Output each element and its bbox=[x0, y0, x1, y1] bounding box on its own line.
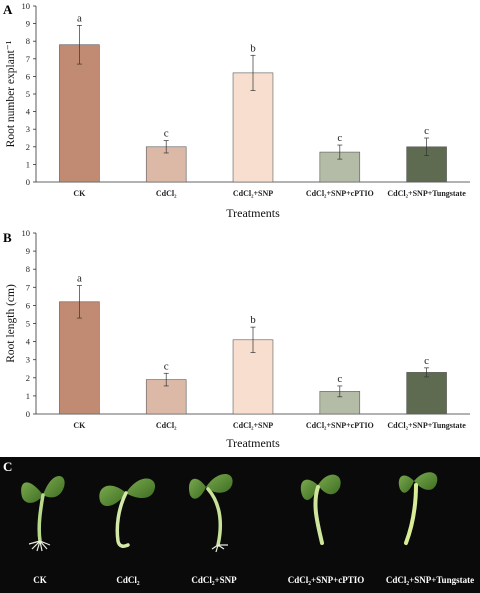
bar-0 bbox=[59, 44, 100, 183]
chart-root-number: A 0 1 2 3 4 5 6 7 8 9 10 a CK c CdCl₂ b CdCl₂+SNP c CdCl₂+… bbox=[3, 1, 470, 220]
photo-label-cdcl2-snp-tungstate: CdCl₂+SNP+Tungstate bbox=[386, 575, 474, 585]
y-tick-label: 10 bbox=[22, 228, 31, 238]
seedling-cdcl2-snp-cptio-image bbox=[300, 474, 341, 545]
y-tick-label: 5 bbox=[26, 319, 30, 329]
significance-label-1: c bbox=[164, 360, 169, 372]
y-tick-label: 1 bbox=[26, 159, 30, 169]
y-axis-title: Root length (cm) bbox=[5, 284, 17, 363]
y-tick-label: 5 bbox=[26, 89, 30, 99]
category-label-4: CdCl₂+SNP+Tungstate bbox=[387, 421, 466, 430]
x-axis-title: Treatments bbox=[226, 206, 280, 220]
y-tick-label: 3 bbox=[26, 124, 30, 134]
significance-label-0: a bbox=[77, 12, 82, 24]
significance-label-0: a bbox=[77, 272, 82, 284]
significance-label-4: c bbox=[424, 355, 429, 367]
significance-label-2: b bbox=[250, 314, 256, 326]
category-label-3: CdCl₂+SNP+cPTIO bbox=[306, 189, 374, 198]
photo-label-cdcl2-snp: CdCl₂+SNP bbox=[191, 575, 237, 585]
y-tick-label: 2 bbox=[26, 142, 30, 152]
y-tick-label: 7 bbox=[26, 54, 30, 64]
bar-1 bbox=[145, 146, 187, 183]
y-axis-title: Root number explant⁻¹ bbox=[5, 40, 17, 147]
panel-letter-c: C bbox=[3, 459, 12, 474]
y-tick-label: 1 bbox=[26, 391, 30, 401]
category-label-0: CK bbox=[73, 189, 86, 198]
significance-label-3: c bbox=[337, 132, 342, 144]
seedling-cdcl2-image bbox=[99, 478, 156, 548]
category-label-0: CK bbox=[73, 421, 86, 430]
y-tick-label: 6 bbox=[26, 71, 30, 81]
panel-letter-b: B bbox=[3, 230, 12, 245]
bar-4 bbox=[406, 372, 447, 415]
y-tick-label: 8 bbox=[26, 264, 30, 274]
category-label-1: CdCl₂ bbox=[156, 421, 177, 430]
chart-root-length: B 0 1 2 3 4 5 6 7 8 9 10 a CK c CdCl₂ b CdCl₂+SNP c CdCl₂+… bbox=[3, 228, 470, 450]
seedling-cdcl2-snp-image bbox=[188, 474, 233, 553]
y-tick-label: 4 bbox=[26, 107, 31, 117]
photo-label-cdcl2-snp-cptio: CdCl₂+SNP+cPTIO bbox=[288, 575, 364, 585]
seedling-ck-image bbox=[21, 475, 65, 552]
y-tick-label: 0 bbox=[26, 409, 30, 419]
y-tick-label: 0 bbox=[26, 177, 30, 187]
y-tick-label: 3 bbox=[26, 355, 30, 365]
seedling-photo-panel: C bbox=[0, 457, 480, 593]
significance-label-1: c bbox=[164, 128, 169, 140]
y-tick-label: 10 bbox=[22, 1, 31, 11]
y-tick-label: 2 bbox=[26, 373, 30, 383]
y-tick-label: 7 bbox=[26, 282, 30, 292]
y-tick-label: 6 bbox=[26, 300, 30, 310]
bar-0 bbox=[59, 301, 100, 415]
y-tick-label: 9 bbox=[26, 19, 30, 29]
category-label-2: CdCl₂+SNP bbox=[233, 421, 273, 430]
x-axis-title: Treatments bbox=[226, 436, 280, 450]
seedling-cdcl2-snp-tungstate-image bbox=[398, 472, 438, 545]
y-tick-label: 4 bbox=[26, 337, 31, 347]
photo-label-ck: CK bbox=[33, 575, 47, 585]
significance-label-3: c bbox=[337, 373, 342, 385]
category-label-4: CdCl₂+SNP+Tungstate bbox=[387, 189, 466, 198]
significance-label-4: c bbox=[424, 125, 429, 137]
category-label-3: CdCl₂+SNP+cPTIO bbox=[306, 421, 374, 430]
photo-label-cdcl2: CdCl₂ bbox=[116, 575, 140, 585]
panel-letter-a: A bbox=[3, 2, 13, 17]
category-label-2: CdCl₂+SNP bbox=[233, 189, 273, 198]
significance-label-2: b bbox=[250, 42, 256, 54]
category-label-1: CdCl₂ bbox=[156, 189, 177, 198]
y-tick-label: 9 bbox=[26, 246, 30, 256]
bar-2 bbox=[232, 72, 274, 183]
y-tick-label: 8 bbox=[26, 36, 30, 46]
